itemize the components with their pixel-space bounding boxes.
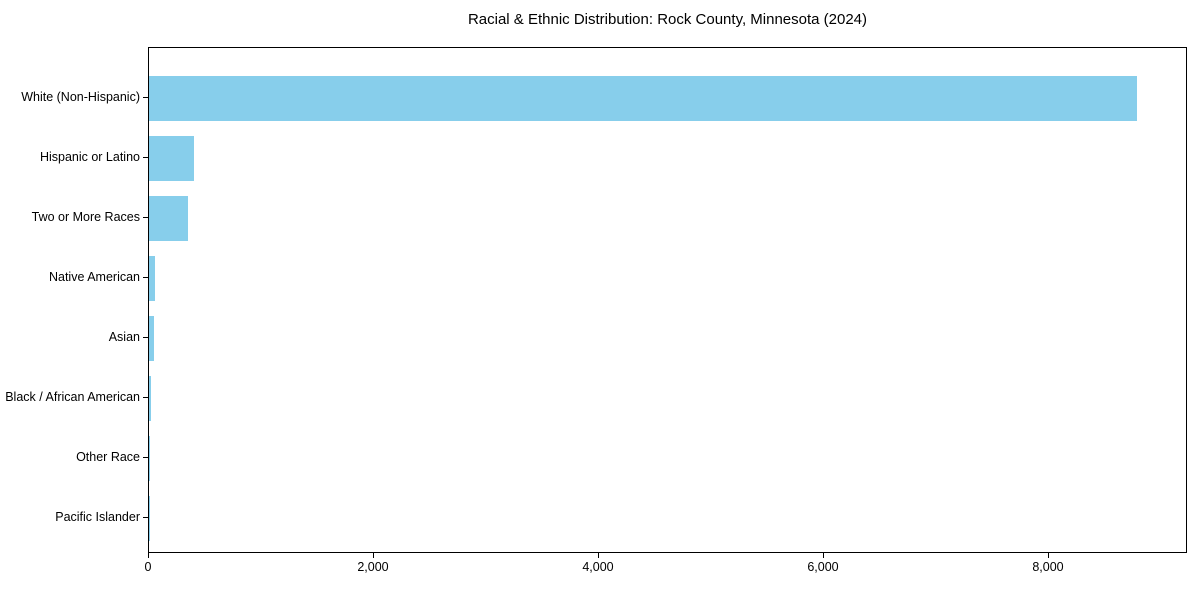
- bar: [149, 195, 188, 241]
- y-tick-label: Two or More Races: [31, 210, 140, 224]
- bar: [149, 135, 194, 181]
- x-tick-mark: [1047, 553, 1049, 558]
- x-tick-mark: [148, 553, 149, 558]
- y-tick-mark: [143, 457, 148, 458]
- y-tick-label: Pacific Islander: [55, 510, 140, 524]
- y-tick-label: Other Race: [76, 450, 140, 464]
- plot-area: [148, 47, 1187, 553]
- bar: [149, 255, 156, 301]
- x-tick-mark: [597, 553, 599, 558]
- y-tick-mark: [143, 397, 148, 398]
- y-tick-label: Asian: [108, 330, 140, 344]
- x-tick-label: 6,000: [807, 560, 839, 574]
- y-tick-label: White (Non-Hispanic): [21, 90, 140, 104]
- x-tick-label: 0: [144, 560, 152, 574]
- bar: [149, 435, 150, 481]
- x-tick-label: 8,000: [1032, 560, 1064, 574]
- y-tick-label: Native American: [48, 270, 140, 284]
- y-tick-mark: [143, 517, 148, 518]
- y-tick-mark: [143, 217, 148, 218]
- bar: [149, 375, 151, 421]
- x-tick-label: 2,000: [357, 560, 389, 574]
- y-tick-mark: [143, 157, 148, 158]
- y-tick-mark: [143, 337, 148, 338]
- x-tick-mark: [822, 553, 824, 558]
- chart-title: Racial & Ethnic Distribution: Rock Count…: [467, 11, 868, 28]
- bar: [149, 315, 155, 361]
- bar: [149, 75, 1137, 121]
- x-tick-label: 4,000: [582, 560, 614, 574]
- y-tick-label: Black / African American: [5, 390, 140, 404]
- y-tick-label: Hispanic or Latino: [39, 150, 140, 164]
- y-tick-mark: [143, 277, 148, 278]
- x-tick-mark: [372, 553, 374, 558]
- y-tick-mark: [143, 97, 148, 98]
